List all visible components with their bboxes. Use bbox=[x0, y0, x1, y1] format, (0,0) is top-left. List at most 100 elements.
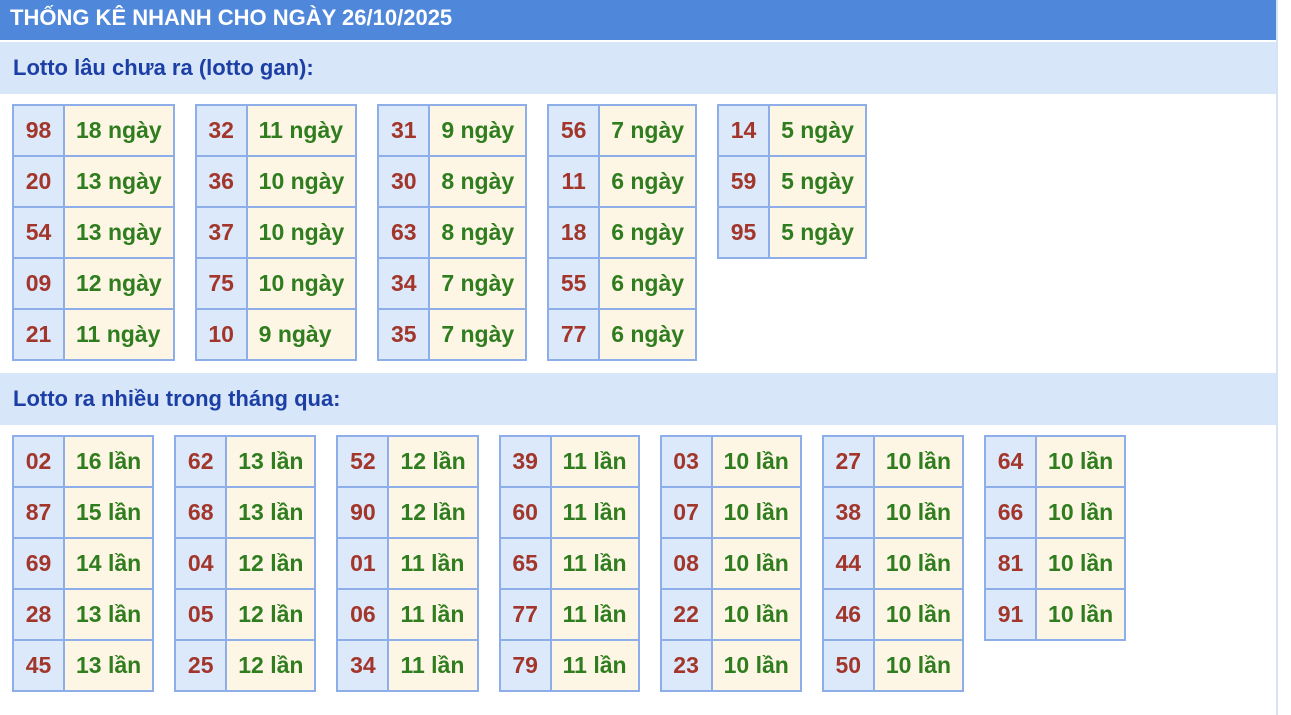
stat-row: 27 10 lần bbox=[821, 435, 965, 488]
stat-row: 55 6 ngày bbox=[547, 257, 698, 310]
lotto-number: 68 bbox=[174, 486, 228, 539]
lotto-number: 34 bbox=[377, 257, 431, 310]
stat-row: 31 9 ngày bbox=[377, 104, 528, 157]
lotto-count: 14 lần bbox=[62, 537, 155, 590]
lotto-count: 5 ngày bbox=[768, 155, 867, 208]
lotto-number: 52 bbox=[336, 435, 390, 488]
lotto-number: 50 bbox=[821, 639, 875, 692]
stat-table: 14 5 ngày 59 5 ngày 95 5 ngày bbox=[717, 104, 867, 259]
lotto-count: 10 lần bbox=[1035, 435, 1127, 488]
lotto-count: 11 lần bbox=[549, 486, 640, 539]
lotto-number: 91 bbox=[984, 588, 1038, 641]
lotto-number: 56 bbox=[547, 104, 601, 157]
lotto-number: 25 bbox=[174, 639, 228, 692]
stat-row: 68 13 lần bbox=[174, 486, 317, 539]
lotto-number: 46 bbox=[821, 588, 875, 641]
lotto-number: 34 bbox=[336, 639, 390, 692]
lotto-count: 12 lần bbox=[225, 537, 317, 590]
lotto-count: 18 ngày bbox=[63, 104, 175, 157]
stat-row: 21 11 ngày bbox=[12, 308, 175, 361]
stat-row: 10 9 ngày bbox=[194, 308, 358, 361]
lotto-number: 04 bbox=[174, 537, 228, 590]
table-group: 98 18 ngày 20 13 ngày 54 13 ngày 09 12 ngày 21 11… bbox=[0, 94, 1276, 371]
lotto-number: 06 bbox=[336, 588, 390, 641]
stat-row: 05 12 lần bbox=[174, 588, 317, 641]
lotto-count: 12 lần bbox=[387, 486, 479, 539]
stat-row: 77 6 ngày bbox=[547, 308, 698, 361]
lotto-number: 65 bbox=[498, 537, 552, 590]
stat-table: 02 16 lần 87 15 lần 69 14 lần 28 13 lần 45 13 lần bbox=[12, 435, 155, 692]
lotto-count: 10 lần bbox=[872, 435, 965, 488]
lotto-count: 6 ngày bbox=[598, 308, 698, 361]
stat-row: 95 5 ngày bbox=[717, 206, 867, 259]
lotto-count: 13 ngày bbox=[63, 206, 175, 259]
stat-row: 11 6 ngày bbox=[547, 155, 698, 208]
lotto-number: 05 bbox=[174, 588, 228, 641]
lotto-number: 10 bbox=[194, 308, 248, 361]
stat-table: 27 10 lần 38 10 lần 44 10 lần 46 10 lần 50 10 lần bbox=[821, 435, 965, 692]
stat-row: 32 11 ngày bbox=[194, 104, 358, 157]
stat-row: 98 18 ngày bbox=[12, 104, 175, 157]
lotto-count: 13 lần bbox=[62, 639, 155, 692]
stat-row: 04 12 lần bbox=[174, 537, 317, 590]
lotto-number: 07 bbox=[659, 486, 713, 539]
lotto-number: 35 bbox=[377, 308, 431, 361]
stat-row: 66 10 lần bbox=[984, 486, 1127, 539]
lotto-count: 11 lần bbox=[387, 639, 479, 692]
stat-row: 79 11 lần bbox=[498, 639, 640, 692]
lotto-number: 87 bbox=[12, 486, 65, 539]
lotto-number: 77 bbox=[498, 588, 552, 641]
stat-row: 45 13 lần bbox=[12, 639, 155, 692]
stat-row: 81 10 lần bbox=[984, 537, 1127, 590]
stat-row: 56 7 ngày bbox=[547, 104, 698, 157]
lotto-count: 10 lần bbox=[710, 486, 802, 539]
stat-row: 07 10 lần bbox=[659, 486, 802, 539]
stat-row: 23 10 lần bbox=[659, 639, 802, 692]
lotto-count: 8 ngày bbox=[428, 155, 528, 208]
lotto-count: 13 lần bbox=[62, 588, 155, 641]
stat-row: 50 10 lần bbox=[821, 639, 965, 692]
stat-row: 54 13 ngày bbox=[12, 206, 175, 259]
stat-row: 90 12 lần bbox=[336, 486, 479, 539]
lotto-count: 7 ngày bbox=[598, 104, 698, 157]
lotto-number: 14 bbox=[717, 104, 771, 157]
stat-row: 36 10 ngày bbox=[194, 155, 358, 208]
stat-row: 62 13 lần bbox=[174, 435, 317, 488]
lotto-count: 11 lần bbox=[549, 435, 640, 488]
lotto-number: 21 bbox=[12, 308, 65, 361]
stat-row: 34 7 ngày bbox=[377, 257, 528, 310]
stat-table: 52 12 lần 90 12 lần 01 11 lần 06 11 lần 34 11 lần bbox=[336, 435, 479, 692]
lotto-count: 10 lần bbox=[710, 588, 802, 641]
stat-row: 20 13 ngày bbox=[12, 155, 175, 208]
lotto-number: 98 bbox=[12, 104, 65, 157]
lotto-number: 08 bbox=[659, 537, 713, 590]
lotto-number: 95 bbox=[717, 206, 771, 259]
lotto-count: 12 lần bbox=[387, 435, 479, 488]
lotto-count: 11 lần bbox=[549, 537, 640, 590]
lotto-number: 69 bbox=[12, 537, 65, 590]
lotto-number: 09 bbox=[12, 257, 65, 310]
lotto-number: 62 bbox=[174, 435, 228, 488]
stat-row: 22 10 lần bbox=[659, 588, 802, 641]
lotto-number: 81 bbox=[984, 537, 1038, 590]
lotto-count: 7 ngày bbox=[428, 257, 528, 310]
lotto-count: 12 lần bbox=[225, 639, 317, 692]
lotto-number: 44 bbox=[821, 537, 875, 590]
lotto-number: 60 bbox=[498, 486, 552, 539]
stat-row: 91 10 lần bbox=[984, 588, 1127, 641]
lotto-count: 10 lần bbox=[872, 486, 965, 539]
stat-row: 39 11 lần bbox=[498, 435, 640, 488]
stat-table: 32 11 ngày 36 10 ngày 37 10 ngày 75 10 ngày 10 9 … bbox=[194, 104, 358, 361]
stat-table: 03 10 lần 07 10 lần 08 10 lần 22 10 lần 23 10 lần bbox=[659, 435, 802, 692]
stat-row: 30 8 ngày bbox=[377, 155, 528, 208]
lotto-count: 13 lần bbox=[225, 486, 317, 539]
stat-row: 08 10 lần bbox=[659, 537, 802, 590]
stat-row: 37 10 ngày bbox=[194, 206, 358, 259]
lotto-number: 45 bbox=[12, 639, 65, 692]
lotto-count: 11 lần bbox=[549, 639, 640, 692]
lotto-count: 10 lần bbox=[710, 639, 802, 692]
lotto-number: 63 bbox=[377, 206, 431, 259]
stat-row: 18 6 ngày bbox=[547, 206, 698, 259]
stat-row: 77 11 lần bbox=[498, 588, 640, 641]
